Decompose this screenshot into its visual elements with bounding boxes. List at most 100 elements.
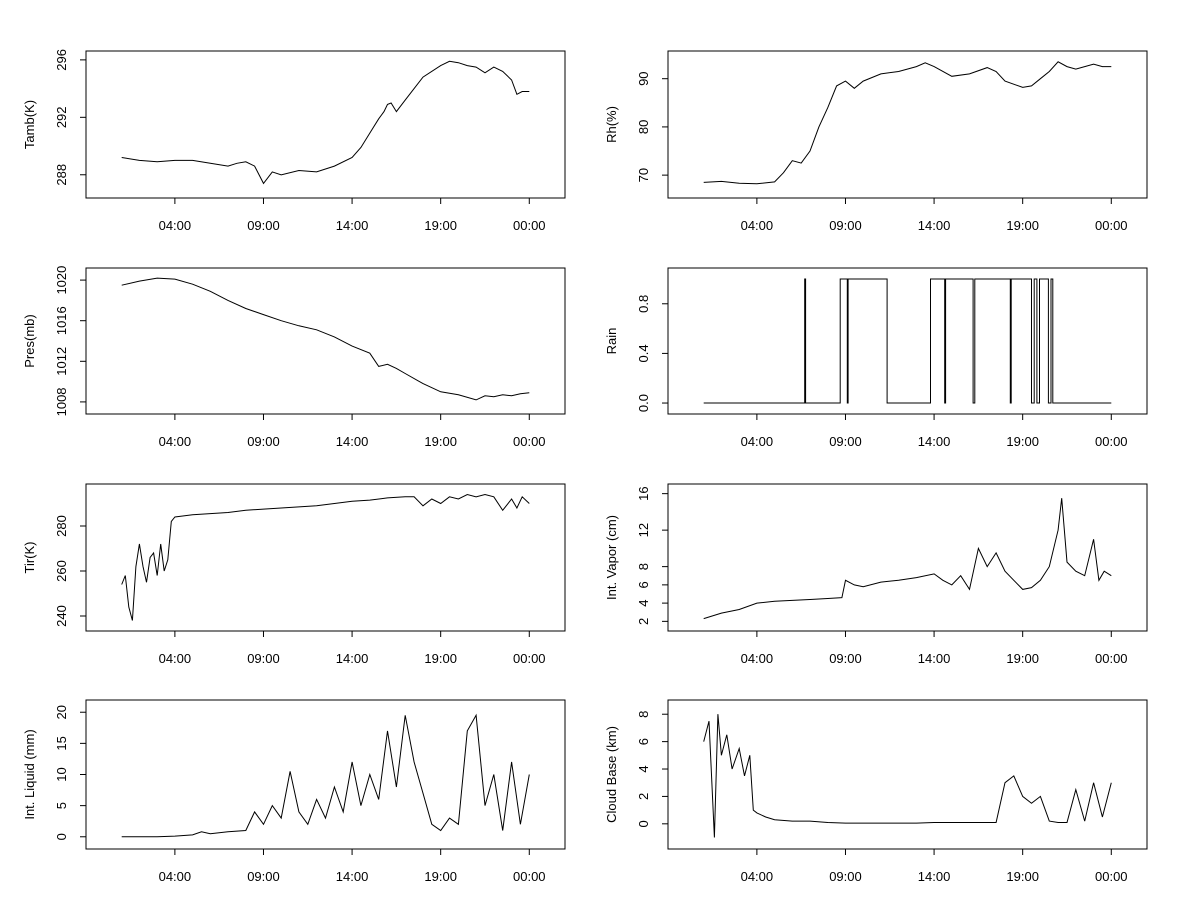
x-tick-label: 00:00 — [1095, 869, 1128, 884]
x-tick-label: 19:00 — [424, 651, 457, 666]
x-tick-label: 14:00 — [918, 434, 951, 449]
y-tick-label: 292 — [54, 106, 69, 128]
x-tick-label: 00:00 — [513, 651, 546, 666]
y-tick-label: 240 — [54, 605, 69, 627]
y-tick-label: 80 — [636, 120, 651, 134]
x-tick-label: 09:00 — [829, 651, 862, 666]
series-line — [703, 498, 1112, 620]
y-tick-label: 260 — [54, 560, 69, 582]
y-tick-label: 4 — [636, 599, 651, 606]
plot-frame — [667, 267, 1148, 415]
x-tick-label: 04:00 — [741, 651, 774, 666]
chart-panel-8: 04:00 09:00 14:00 19:00 00:00 0 2 4 6 8 Cloud Base… — [604, 699, 1148, 884]
y-tick-label: 90 — [636, 71, 651, 85]
x-tick-label: 14:00 — [336, 218, 369, 233]
x-tick-label: 04:00 — [741, 434, 774, 449]
y-axis-label: Rain — [604, 328, 619, 355]
chart-panel-1: 04:00 09:00 14:00 19:00 00:00 288 292 296 Tamb(K… — [22, 49, 566, 233]
x-tick-label: 00:00 — [1095, 218, 1128, 233]
y-axis-label: Int. Vapor (cm) — [604, 515, 619, 600]
chart-panel-5: 04:00 09:00 14:00 19:00 00:00 240 260 280 Tir(K) — [22, 483, 566, 666]
x-tick-label: 09:00 — [829, 869, 862, 884]
x-tick-label: 19:00 — [1006, 869, 1039, 884]
y-tick-label: 0.8 — [636, 295, 651, 313]
x-tick-label: 00:00 — [1095, 651, 1128, 666]
plot-frame — [85, 699, 566, 850]
x-tick-label: 09:00 — [247, 218, 280, 233]
x-tick-label: 14:00 — [336, 869, 369, 884]
y-tick-label: 0 — [54, 833, 69, 840]
y-tick-label: 296 — [54, 49, 69, 71]
chart-panel-7: 04:00 09:00 14:00 19:00 00:00 0 5 10 15 20 Int. Li… — [22, 699, 566, 884]
series-line — [121, 713, 530, 838]
x-tick-label: 19:00 — [424, 218, 457, 233]
x-tick-label: 14:00 — [918, 651, 951, 666]
x-tick-label: 09:00 — [829, 434, 862, 449]
chart-panel-3: 04:00 09:00 14:00 19:00 00:00 1008 1012 1016 102… — [22, 266, 566, 449]
x-tick-label: 09:00 — [829, 218, 862, 233]
y-tick-label: 5 — [54, 802, 69, 809]
x-tick-label: 04:00 — [741, 218, 774, 233]
y-tick-label: 10 — [54, 767, 69, 781]
y-axis-label: Rh(%) — [604, 106, 619, 143]
y-axis-label: Tir(K) — [22, 541, 37, 573]
y-tick-label: 12 — [636, 523, 651, 537]
x-tick-label: 19:00 — [1006, 434, 1039, 449]
y-axis-label: Int. Liquid (mm) — [22, 729, 37, 819]
y-tick-label: 8 — [636, 563, 651, 570]
chart-panel-2: 04:00 09:00 14:00 19:00 00:00 70 80 90 Rh(%) — [604, 50, 1148, 233]
chart-panel-6: 04:00 09:00 14:00 19:00 00:00 2 4 6 8 12 16 Int. Va… — [604, 483, 1148, 666]
x-tick-label: 00:00 — [513, 218, 546, 233]
series-line — [703, 714, 1112, 838]
y-tick-label: 20 — [54, 705, 69, 719]
x-tick-label: 04:00 — [159, 651, 192, 666]
plot-frame — [667, 699, 1148, 850]
series-line — [121, 493, 530, 621]
x-tick-label: 09:00 — [247, 651, 280, 666]
y-tick-label: 0 — [636, 820, 651, 827]
y-tick-label: 0.0 — [636, 394, 651, 412]
y-axis-label: Pres(mb) — [22, 314, 37, 367]
x-tick-label: 19:00 — [424, 869, 457, 884]
y-tick-label: 15 — [54, 736, 69, 750]
series-line — [703, 61, 1112, 185]
plot-frame — [85, 483, 566, 632]
x-tick-label: 04:00 — [159, 218, 192, 233]
y-tick-label: 1016 — [54, 306, 69, 335]
x-tick-label: 19:00 — [1006, 651, 1039, 666]
y-tick-label: 6 — [636, 581, 651, 588]
y-tick-label: 16 — [636, 486, 651, 500]
x-tick-label: 00:00 — [513, 869, 546, 884]
x-tick-label: 00:00 — [1095, 434, 1128, 449]
plot-frame — [667, 483, 1148, 632]
y-tick-label: 2 — [636, 618, 651, 625]
x-tick-label: 14:00 — [918, 869, 951, 884]
x-tick-label: 14:00 — [918, 218, 951, 233]
x-tick-label: 04:00 — [741, 869, 774, 884]
y-tick-label: 1008 — [54, 387, 69, 416]
x-tick-label: 09:00 — [247, 434, 280, 449]
chart-panel-4: 04:00 09:00 14:00 19:00 00:00 0.0 0.4 0.8 Rain — [604, 267, 1148, 449]
x-tick-label: 14:00 — [336, 434, 369, 449]
series-line — [121, 60, 530, 185]
x-tick-label: 14:00 — [336, 651, 369, 666]
y-tick-label: 1012 — [54, 347, 69, 376]
plot-frame — [85, 267, 566, 415]
y-tick-label: 70 — [636, 168, 651, 182]
y-axis-label: Tamb(K) — [22, 100, 37, 149]
y-tick-label: 4 — [636, 765, 651, 772]
plot-frame — [85, 50, 566, 199]
y-tick-label: 1020 — [54, 266, 69, 295]
y-tick-label: 6 — [636, 738, 651, 745]
x-tick-label: 04:00 — [159, 434, 192, 449]
y-tick-label: 2 — [636, 793, 651, 800]
y-tick-label: 0.4 — [636, 344, 651, 362]
series-line — [703, 278, 1112, 404]
y-axis-label: Cloud Base (km) — [604, 726, 619, 823]
y-tick-label: 288 — [54, 164, 69, 186]
x-tick-label: 00:00 — [513, 434, 546, 449]
series-line — [121, 277, 530, 401]
y-tick-label: 8 — [636, 711, 651, 718]
x-tick-label: 04:00 — [159, 869, 192, 884]
